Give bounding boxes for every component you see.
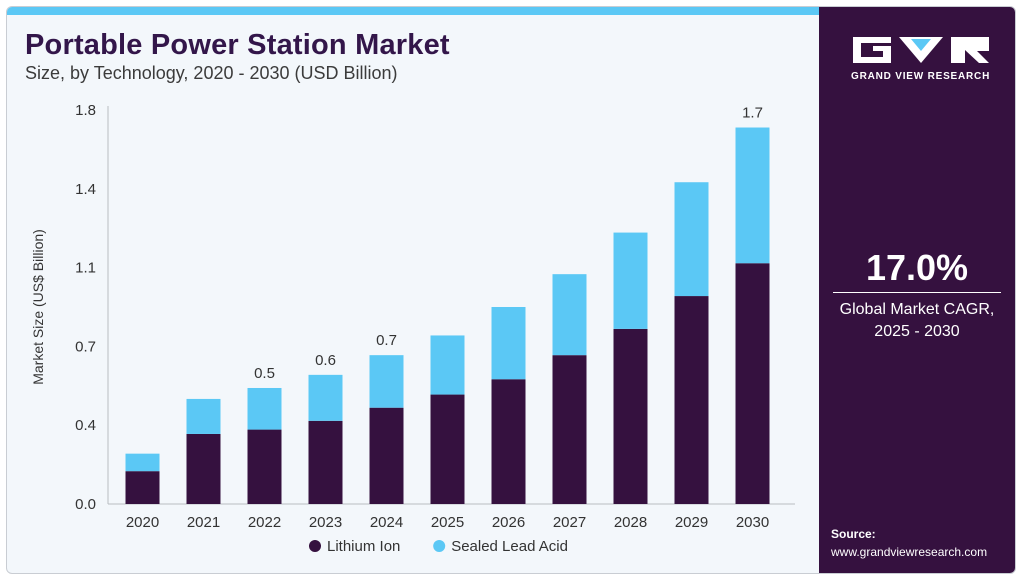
x-tick-label: 2028 (614, 514, 647, 531)
infographic-card: Portable Power Station Market Size, by T… (6, 6, 1016, 574)
legend-label: Lithium Ion (327, 538, 400, 555)
cagr-divider (833, 292, 1001, 293)
stacked-bar-chart: 0.0 0.4 0.7 1.1 1.4 1.8 Market Size (US$ Billi… (30, 102, 795, 555)
bar-lithium-ion-2020 (125, 471, 160, 504)
bar-lithium-ion-2029 (674, 296, 709, 504)
y-tick-label: 0.0 (75, 496, 96, 513)
source-label: Source: (831, 527, 876, 541)
bar-sealed-lead-acid-2025 (430, 335, 465, 395)
bar-lithium-ion-2022 (247, 429, 282, 504)
x-tick-label: 2022 (248, 514, 281, 531)
bar-lithium-ion-2024 (369, 407, 404, 504)
chart-title: Portable Power Station Market (25, 29, 450, 61)
bar-lithium-ion-2028 (613, 328, 648, 504)
gvr-logo-icon (853, 37, 989, 63)
bar-lithium-ion-2025 (430, 394, 465, 504)
bar-sealed-lead-acid-2026 (491, 307, 526, 380)
accent-bar (7, 7, 819, 15)
x-tick-label: 2024 (370, 514, 403, 531)
x-tick-label: 2020 (126, 514, 159, 531)
bar-sealed-lead-acid-2028 (613, 232, 648, 329)
y-tick-label: 1.4 (75, 181, 96, 198)
x-tick-label: 2027 (553, 514, 586, 531)
bar-lithium-ion-2026 (491, 379, 526, 504)
brand-logo: GRAND VIEW RESEARCH (851, 33, 991, 82)
y-axis-label: Market Size (US$ Billion) (30, 229, 46, 385)
bar-lithium-ion-2023 (308, 420, 343, 504)
source-url[interactable]: www.grandviewresearch.com (831, 545, 988, 559)
brand-name: GRAND VIEW RESEARCH (851, 71, 991, 82)
x-tick-label: 2026 (492, 514, 525, 531)
y-tick-label: 1.8 (75, 102, 96, 119)
bar-sealed-lead-acid-2029 (674, 182, 709, 297)
x-tick-label: 2025 (431, 514, 464, 531)
bar-sealed-lead-acid-2022 (247, 387, 282, 430)
y-tick-label: 0.7 (75, 338, 96, 355)
legend-marker (309, 540, 321, 552)
y-tick-label: 0.4 (75, 417, 96, 434)
bar-sealed-lead-acid-2021 (186, 398, 221, 434)
bar-sealed-lead-acid-2020 (125, 453, 160, 472)
data-label: 1.7 (742, 105, 763, 122)
chart-subtitle: Size, by Technology, 2020 - 2030 (USD Bi… (25, 63, 398, 83)
bar-sealed-lead-acid-2027 (552, 274, 587, 356)
data-label: 0.7 (376, 332, 397, 349)
y-tick-label: 1.1 (75, 260, 96, 277)
cagr-label: Global Market CAGR, 2025 - 2030 (839, 301, 995, 340)
bar-lithium-ion-2021 (186, 433, 221, 504)
cagr-value: 17.0% (865, 247, 969, 288)
bar-sealed-lead-acid-2024 (369, 355, 404, 408)
legend-label: Sealed Lead Acid (451, 538, 568, 555)
data-label: 0.6 (315, 352, 336, 369)
x-tick-label: 2030 (736, 514, 769, 531)
bar-lithium-ion-2030 (735, 263, 770, 504)
bar-lithium-ion-2027 (552, 355, 587, 504)
x-tick-label: 2023 (309, 514, 342, 531)
bar-sealed-lead-acid-2023 (308, 374, 343, 421)
x-tick-label: 2021 (187, 514, 220, 531)
brand-panel: GRAND VIEW RESEARCH 17.0% Global Market … (819, 7, 1015, 573)
data-label: 0.5 (254, 365, 275, 382)
bar-sealed-lead-acid-2030 (735, 127, 770, 264)
legend-marker (433, 540, 446, 552)
x-tick-label: 2029 (675, 514, 708, 531)
